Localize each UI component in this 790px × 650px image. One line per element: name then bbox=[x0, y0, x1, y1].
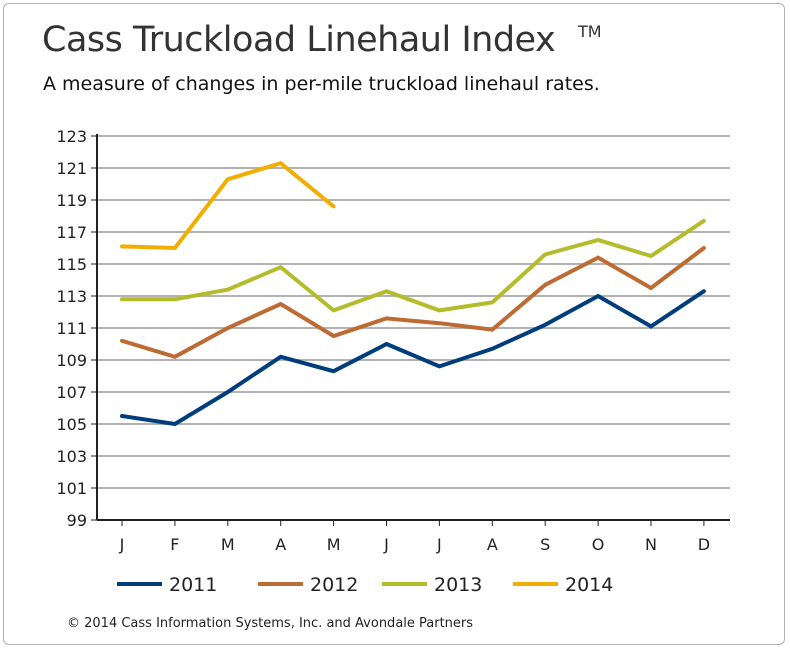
x-tick-label: S bbox=[540, 535, 550, 554]
y-tick-label: 119 bbox=[56, 191, 87, 210]
legend-label-2012: 2012 bbox=[310, 574, 358, 596]
y-tick-label: 107 bbox=[56, 383, 87, 402]
y-tick-label: 99 bbox=[67, 511, 87, 530]
chart-frame bbox=[3, 3, 785, 645]
trademark-mark: TM bbox=[578, 22, 602, 41]
legend-label-2013: 2013 bbox=[434, 574, 482, 596]
y-tick-label: 113 bbox=[56, 287, 87, 306]
y-tick-label: 117 bbox=[56, 223, 87, 242]
x-tick-label: M bbox=[221, 535, 235, 554]
x-tick-label: A bbox=[275, 535, 286, 554]
y-tick-label: 111 bbox=[56, 319, 87, 338]
x-tick-label: D bbox=[698, 535, 710, 554]
x-tick-label: M bbox=[327, 535, 341, 554]
chart-title: Cass Truckload Linehaul Index bbox=[42, 20, 556, 60]
y-tick-label: 103 bbox=[56, 447, 87, 466]
chart-subtitle: A measure of changes in per-mile trucklo… bbox=[43, 73, 600, 95]
y-tick-label: 101 bbox=[56, 479, 87, 498]
series-line-2012 bbox=[120, 246, 706, 359]
x-tick-label: J bbox=[436, 535, 442, 554]
x-tick-label: J bbox=[383, 535, 389, 554]
copyright-text: © 2014 Cass Information Systems, Inc. an… bbox=[67, 616, 474, 631]
y-tick-label: 105 bbox=[56, 415, 87, 434]
legend-label-2014: 2014 bbox=[565, 574, 613, 596]
x-tick-label: F bbox=[170, 535, 179, 554]
y-tick-label: 121 bbox=[56, 159, 87, 178]
x-tick-label: J bbox=[119, 535, 125, 554]
series-line-2011 bbox=[120, 289, 706, 427]
x-tick-label: O bbox=[592, 535, 605, 554]
legend-label-2011: 2011 bbox=[169, 574, 217, 596]
x-tick-label: A bbox=[487, 535, 498, 554]
x-tick-label: N bbox=[645, 535, 657, 554]
series-line-2013 bbox=[120, 218, 706, 313]
y-tick-label: 123 bbox=[56, 127, 87, 146]
y-tick-label: 115 bbox=[56, 255, 87, 274]
y-tick-label: 109 bbox=[56, 351, 87, 370]
series-line-2014 bbox=[120, 160, 336, 251]
